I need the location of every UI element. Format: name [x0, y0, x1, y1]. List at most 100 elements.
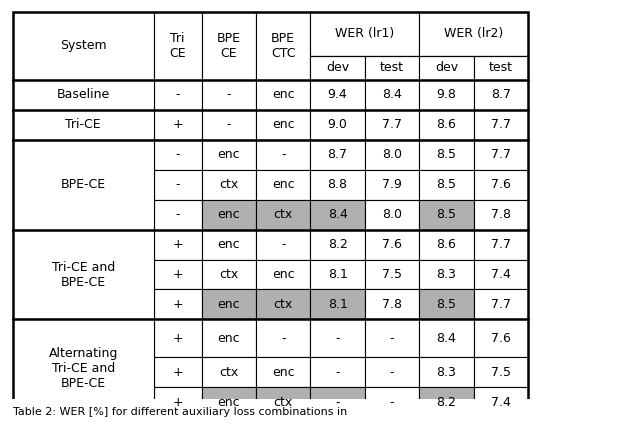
Bar	[365, 56, 419, 80]
Text: +: +	[172, 332, 183, 345]
Bar	[365, 230, 419, 260]
Bar	[256, 200, 310, 230]
Bar	[202, 140, 256, 170]
Text: -: -	[390, 366, 394, 379]
Text: enc: enc	[272, 366, 294, 379]
Text: +: +	[172, 268, 183, 281]
Text: 7.7: 7.7	[491, 298, 511, 311]
Bar	[419, 319, 474, 357]
Bar	[419, 110, 474, 140]
Bar	[202, 260, 256, 289]
Text: ctx: ctx	[219, 268, 239, 281]
Bar	[256, 319, 310, 357]
Text: enc: enc	[218, 298, 240, 311]
Bar	[474, 319, 528, 357]
Bar	[154, 260, 202, 289]
Text: test: test	[489, 61, 513, 74]
Text: enc: enc	[218, 332, 240, 345]
Text: ctx: ctx	[273, 208, 293, 221]
Bar	[310, 80, 365, 110]
Text: Tri
CE: Tri CE	[170, 32, 186, 60]
Text: BPE
CE: BPE CE	[217, 32, 241, 60]
Bar	[154, 170, 202, 200]
Text: +: +	[172, 118, 183, 131]
Text: -: -	[281, 238, 285, 251]
Bar	[474, 357, 528, 387]
Bar	[474, 387, 528, 417]
Bar	[202, 387, 256, 417]
Text: enc: enc	[272, 118, 294, 131]
Bar	[365, 260, 419, 289]
Text: dev: dev	[435, 61, 458, 74]
Bar	[310, 12, 419, 56]
Text: 8.8: 8.8	[328, 178, 348, 191]
Bar	[256, 260, 310, 289]
Bar	[310, 319, 365, 357]
Bar	[256, 170, 310, 200]
Text: +: +	[172, 366, 183, 379]
Bar	[310, 230, 365, 260]
Text: 7.6: 7.6	[382, 238, 402, 251]
Text: 8.6: 8.6	[436, 238, 456, 251]
Bar	[310, 200, 365, 230]
Text: enc: enc	[218, 148, 240, 161]
Bar	[310, 56, 365, 80]
Text: BPE
CTC: BPE CTC	[271, 32, 296, 60]
Text: -: -	[227, 118, 231, 131]
Text: 9.8: 9.8	[436, 89, 456, 101]
Bar	[310, 387, 365, 417]
Text: 8.1: 8.1	[328, 298, 348, 311]
Bar	[202, 200, 256, 230]
Bar	[474, 200, 528, 230]
Bar	[154, 110, 202, 140]
Text: 8.5: 8.5	[436, 298, 456, 311]
Text: 7.4: 7.4	[491, 268, 511, 281]
Text: 7.7: 7.7	[491, 118, 511, 131]
Text: 7.7: 7.7	[491, 238, 511, 251]
Bar	[202, 12, 256, 80]
Bar	[202, 80, 256, 110]
Bar	[419, 200, 474, 230]
Text: ctx: ctx	[219, 178, 239, 191]
Text: 8.0: 8.0	[382, 148, 402, 161]
Bar	[474, 260, 528, 289]
Bar	[154, 80, 202, 110]
Text: 8.5: 8.5	[436, 148, 456, 161]
Bar	[154, 289, 202, 319]
Bar	[202, 319, 256, 357]
Bar	[256, 357, 310, 387]
Bar	[365, 319, 419, 357]
Text: Tri-CE and
BPE-CE: Tri-CE and BPE-CE	[52, 260, 115, 289]
Text: 7.5: 7.5	[382, 268, 402, 281]
Text: -: -	[390, 396, 394, 409]
Bar	[13, 140, 154, 230]
Bar	[419, 80, 474, 110]
Text: 7.7: 7.7	[491, 148, 511, 161]
Text: WER (lr1): WER (lr1)	[335, 27, 394, 40]
Bar	[310, 170, 365, 200]
Bar	[256, 110, 310, 140]
Bar	[202, 357, 256, 387]
Bar	[154, 140, 202, 170]
Text: 8.4: 8.4	[382, 89, 402, 101]
Bar	[474, 230, 528, 260]
Bar	[154, 319, 202, 357]
Bar	[154, 200, 202, 230]
Text: 8.6: 8.6	[436, 118, 456, 131]
Bar	[419, 387, 474, 417]
Text: -: -	[335, 366, 340, 379]
Bar	[365, 110, 419, 140]
Bar	[256, 289, 310, 319]
Bar	[365, 80, 419, 110]
Bar	[202, 230, 256, 260]
Bar	[419, 230, 474, 260]
Text: enc: enc	[272, 89, 294, 101]
Bar	[13, 319, 154, 417]
Bar	[474, 80, 528, 110]
Text: System: System	[60, 39, 106, 53]
Text: 8.3: 8.3	[436, 268, 456, 281]
Bar	[202, 289, 256, 319]
Bar	[419, 56, 474, 80]
Text: +: +	[172, 238, 183, 251]
Text: 8.4: 8.4	[328, 208, 348, 221]
